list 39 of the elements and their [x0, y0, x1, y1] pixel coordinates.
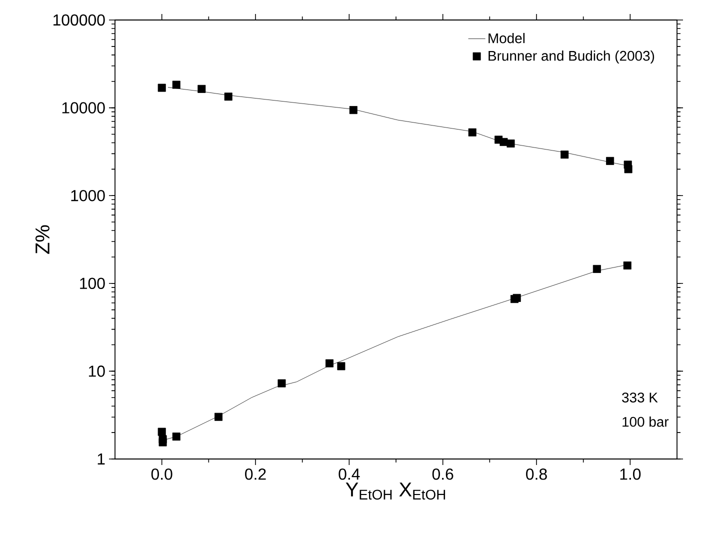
point — [606, 156, 614, 165]
point — [468, 128, 476, 136]
x-tick-label: 0.8 — [526, 468, 547, 480]
point — [278, 379, 286, 388]
y-tick-label: 10 — [88, 366, 105, 377]
point — [158, 428, 166, 436]
x-tick-label: 0.6 — [432, 468, 454, 480]
point — [224, 92, 232, 101]
point — [623, 261, 632, 270]
point — [172, 432, 180, 441]
x-tick-label: 0.0 — [151, 468, 172, 480]
point — [337, 362, 346, 370]
point — [349, 106, 358, 114]
point — [500, 138, 508, 146]
point — [624, 165, 632, 174]
legend-label: Brunner and Budich (2003) — [488, 50, 654, 64]
point — [592, 264, 601, 273]
point — [172, 80, 180, 89]
point — [512, 294, 521, 302]
point — [560, 150, 569, 159]
point — [326, 359, 334, 368]
point — [158, 438, 167, 446]
annotation: 333 K — [622, 392, 658, 402]
y-axis-title: Z% — [36, 225, 50, 254]
point — [198, 84, 206, 93]
y-tick-label: 100000 — [54, 14, 105, 26]
x-tick-label: 0.2 — [245, 468, 266, 480]
y-tick-label: 1000 — [71, 190, 105, 202]
x-axis-title: Y$_{EtOH}$ X$_{EtOH}$ — [346, 482, 446, 500]
y-tick-label: 1 — [98, 454, 105, 464]
point — [506, 140, 515, 148]
x-tick-label: 0.4 — [338, 468, 360, 480]
legend-label: Model — [488, 32, 525, 44]
x-tick-label: 1.0 — [620, 468, 641, 480]
point — [158, 84, 166, 92]
annotation: 100 bar — [622, 416, 669, 427]
point — [214, 412, 223, 421]
y-tick-label: 10000 — [62, 102, 105, 114]
y-tick-label: 100 — [80, 278, 105, 290]
